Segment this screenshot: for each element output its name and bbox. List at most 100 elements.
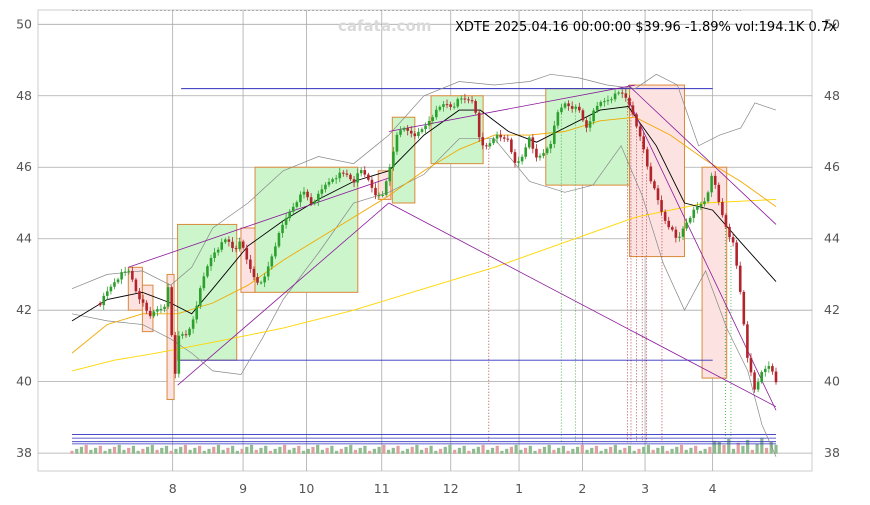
y-tick-label-left: 44 — [16, 231, 32, 246]
candle-body — [316, 193, 320, 202]
candle-body — [388, 167, 392, 182]
volume-bar — [358, 447, 362, 454]
candle-body — [517, 161, 520, 163]
volume-bar — [174, 448, 178, 454]
candle-body — [738, 265, 742, 292]
candle-body — [520, 156, 524, 162]
candle-body — [624, 93, 628, 98]
candle-body — [145, 302, 148, 311]
candle-body — [413, 133, 417, 137]
volume-bar — [557, 447, 561, 454]
candle-body — [420, 129, 424, 132]
candle-body — [499, 134, 502, 138]
candle-body — [645, 149, 649, 167]
volume-bar — [457, 447, 462, 454]
volume-bar — [642, 446, 646, 454]
candle-body — [163, 306, 166, 310]
volume-bar — [320, 449, 325, 454]
volume-bar — [316, 444, 320, 454]
candle-body — [574, 106, 578, 109]
y-tick-label-left: 42 — [16, 302, 32, 317]
candle-body — [431, 117, 435, 121]
y-tick-label-left: 48 — [16, 88, 32, 103]
band-upper-line — [71, 73, 777, 290]
volume-bar — [604, 448, 608, 454]
candle-body — [259, 282, 263, 284]
candle-body — [195, 305, 199, 320]
candle-body — [721, 202, 724, 216]
volume-bar — [330, 445, 334, 454]
candle-body — [213, 252, 216, 258]
candle-body — [717, 184, 721, 203]
volume-bar — [325, 447, 329, 454]
candle-body — [620, 92, 624, 94]
plot-frame — [37, 9, 813, 472]
candle-body — [581, 110, 585, 121]
channel-line — [128, 177, 389, 268]
candle-body — [256, 277, 259, 283]
candle-body — [306, 191, 309, 198]
candle-body — [535, 148, 538, 158]
candle-body — [106, 291, 109, 296]
candle-body — [116, 279, 120, 283]
candle-body — [424, 125, 427, 130]
candle-body — [191, 319, 195, 329]
price-candles — [98, 88, 778, 393]
candle-body — [692, 209, 696, 218]
volume-bar — [287, 449, 291, 454]
candle-body — [492, 138, 495, 144]
candle-body — [502, 137, 506, 139]
candle-body — [288, 211, 291, 219]
candle-body — [731, 237, 735, 243]
candle-body — [363, 170, 367, 175]
candle-body — [281, 224, 284, 234]
candle-body — [560, 107, 563, 113]
volume-bar — [472, 448, 476, 454]
volume-bar — [420, 449, 424, 454]
volume-bar — [731, 448, 736, 454]
volume-bar — [533, 450, 537, 454]
volume-bar — [490, 447, 495, 454]
volume-bar — [240, 448, 244, 454]
volume-bar — [268, 450, 273, 454]
candle-body — [696, 206, 699, 210]
volume-bar — [613, 444, 617, 454]
candle-body — [685, 222, 688, 229]
volume-bar — [127, 447, 131, 454]
candle-body — [631, 105, 635, 115]
candle-body — [638, 126, 642, 137]
candle-body — [434, 109, 438, 118]
candle-body — [249, 259, 252, 269]
candle-body — [359, 170, 363, 174]
volume-bar — [386, 449, 391, 454]
volume-bar — [311, 446, 315, 454]
sma-mid-line — [71, 116, 777, 354]
y-tick-label-left: 50 — [16, 16, 32, 31]
volume-bar — [476, 446, 480, 454]
volume-bar — [415, 444, 419, 454]
y-tick-label-right: 38 — [824, 445, 840, 460]
y-tick-label-right: 48 — [824, 88, 840, 103]
candle-body — [635, 114, 638, 127]
volume-bar — [391, 447, 395, 454]
y-tick-label-right: 40 — [824, 374, 840, 389]
volume-bar — [226, 447, 230, 454]
volume-bar — [500, 450, 504, 454]
candle-body — [309, 197, 313, 204]
volume-bar — [254, 449, 258, 454]
candle-body — [656, 188, 660, 201]
volume-bar — [410, 446, 414, 454]
candle-body — [749, 357, 753, 373]
volume-bar — [694, 445, 698, 454]
volume-bar — [571, 448, 575, 454]
candle-body — [427, 120, 431, 126]
candle-body — [334, 178, 338, 180]
candle-body — [184, 334, 188, 336]
volume-bar — [221, 449, 225, 454]
volume-bar — [141, 448, 145, 454]
candle-body — [753, 372, 756, 390]
volume-bar — [750, 449, 754, 454]
volume-bar — [774, 444, 778, 454]
volume-bar — [736, 442, 740, 454]
candle-body — [452, 106, 456, 108]
